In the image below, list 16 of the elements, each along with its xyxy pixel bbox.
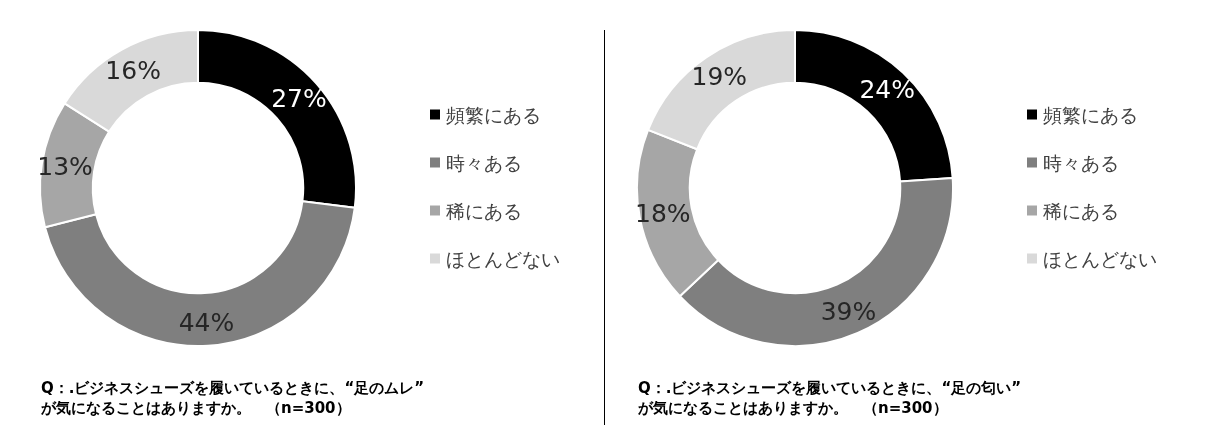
legend-label: ほとんどない — [446, 247, 560, 270]
text: Q：.ビジネスシューズを履いているときに、“足のムレ”が気になることはありますか。 （n=300） — [40, 379, 425, 417]
data-label: 44% — [178, 307, 235, 337]
legend-label: 頻繁にある — [446, 103, 541, 126]
data-label: 39% — [820, 297, 877, 327]
legend-label: 時々ある — [446, 151, 522, 174]
legend-label: 稀にある — [446, 199, 522, 222]
data-label: 27% — [271, 84, 327, 114]
legend-label: 頻繁にある — [1043, 103, 1138, 126]
data-label: 19% — [691, 62, 748, 92]
legend-label: 時々ある — [1043, 151, 1119, 174]
legend-label: ほとんどない — [1043, 247, 1157, 270]
legend-label: 稀にある — [1043, 199, 1119, 222]
text: Q：.ビジネスシューズを履いているときに、“足の匂い”が気になることはありますか。 （n=300） — [637, 379, 1022, 417]
data-label: 16% — [105, 55, 161, 85]
data-label: 24% — [859, 75, 915, 105]
